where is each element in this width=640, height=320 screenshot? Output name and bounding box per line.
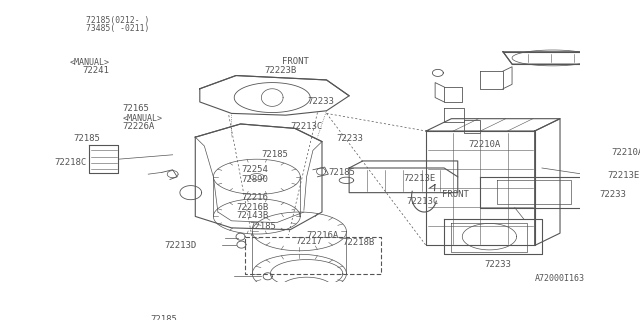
- Text: 72233: 72233: [600, 190, 627, 199]
- Text: 72185(0212- ): 72185(0212- ): [86, 17, 150, 26]
- Text: 72218C: 72218C: [54, 158, 86, 167]
- Text: 72210A: 72210A: [612, 148, 640, 157]
- Text: 72890: 72890: [241, 174, 268, 184]
- Text: 72185: 72185: [261, 150, 288, 159]
- Text: 72241: 72241: [83, 66, 109, 75]
- Text: 72216A: 72216A: [307, 231, 339, 240]
- Text: <MANUAL>: <MANUAL>: [122, 114, 163, 123]
- Text: 72213C: 72213C: [291, 123, 323, 132]
- Text: 73485( -0211): 73485( -0211): [86, 24, 150, 33]
- Text: A72000I163: A72000I163: [534, 275, 585, 284]
- Text: 72233: 72233: [484, 260, 511, 269]
- Text: 72185: 72185: [74, 134, 100, 143]
- Text: 72185: 72185: [150, 315, 177, 320]
- Text: 72213C: 72213C: [406, 197, 438, 206]
- Text: 72216: 72216: [241, 193, 268, 202]
- Text: 72165: 72165: [122, 104, 149, 113]
- Text: 72217: 72217: [295, 237, 322, 246]
- Text: 72218B: 72218B: [342, 238, 374, 247]
- Text: 72216B: 72216B: [236, 203, 268, 212]
- Text: 72233: 72233: [308, 97, 335, 106]
- Text: 72210A: 72210A: [468, 140, 501, 149]
- Text: 72213D: 72213D: [164, 241, 196, 250]
- Text: FRONT: FRONT: [442, 190, 469, 199]
- Text: <MANUAL>: <MANUAL>: [70, 58, 109, 67]
- Text: 72213E: 72213E: [607, 171, 639, 180]
- Text: 72185: 72185: [328, 168, 355, 177]
- Text: 72254: 72254: [241, 165, 268, 174]
- Text: 72185: 72185: [250, 222, 276, 231]
- Text: 72226A: 72226A: [122, 123, 155, 132]
- Text: 72213E: 72213E: [403, 174, 435, 183]
- Text: 72233: 72233: [337, 134, 364, 143]
- Text: 72143B: 72143B: [236, 211, 268, 220]
- Text: FRONT: FRONT: [282, 57, 309, 66]
- Text: 72223B: 72223B: [264, 66, 296, 75]
